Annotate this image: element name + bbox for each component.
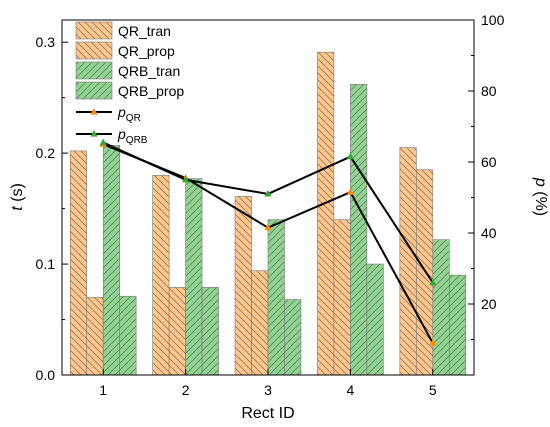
- left-tick-label: 0.2: [36, 145, 56, 161]
- x-tick-label: 5: [429, 382, 437, 398]
- marker-pQRB-1: [99, 138, 107, 146]
- legend-swatch-hatch-QR_prop: [75, 41, 113, 60]
- left-axis-label: t (s): [9, 183, 26, 211]
- right-axis-label: p (%): [532, 177, 549, 216]
- marker-pQRB-2: [182, 175, 190, 183]
- bar-hatch-QRB_tran-3: [267, 219, 285, 376]
- marker-pQRB-4: [346, 152, 354, 160]
- bars-group: [69, 51, 467, 376]
- right-tick-label: 60: [481, 154, 497, 170]
- right-tick-label: 80: [481, 83, 497, 99]
- left-tick-label: 0.0: [36, 367, 56, 383]
- legend-marker-pQR: [90, 108, 98, 115]
- bar-hatch-QRB_tran-5: [432, 239, 450, 376]
- left-axis-label-var: t: [9, 206, 26, 211]
- legend-swatch-hatch-QRB_prop: [75, 81, 113, 100]
- right-tick-label: 100: [481, 12, 505, 28]
- x-tick-label: 3: [264, 382, 272, 398]
- legend-label-sub: QRB: [126, 135, 148, 146]
- legend-swatch-hatch-QRB_tran: [75, 61, 113, 80]
- bar-hatch-QR_prop-3: [251, 270, 269, 376]
- legend-marker-pQRB: [90, 130, 98, 137]
- left-tick-label: 0.3: [36, 34, 56, 50]
- right-tick-label: 40: [481, 225, 497, 241]
- legend-label-var: p: [117, 126, 126, 142]
- legend-label-var: p: [117, 104, 126, 120]
- bar-hatch-QRB_tran-1: [102, 145, 120, 376]
- legend-label-sub: QR: [126, 113, 141, 124]
- legend-label-pQRB: pQRB: [117, 126, 148, 146]
- x-axis-label: Rect ID: [241, 405, 294, 422]
- bar-hatch-QR_prop-2: [168, 287, 186, 376]
- marker-pQR-4: [346, 188, 354, 195]
- legend-label-pQR: pQR: [117, 104, 141, 124]
- bar-hatch-QRB_prop-3: [284, 299, 302, 376]
- x-axis: 1 2 3 4 5: [99, 369, 437, 398]
- lines-group: [99, 138, 437, 346]
- x-tick-label: 4: [347, 382, 355, 398]
- left-axis: 0.0 0.1 0.2 0.3: [36, 34, 68, 383]
- bar-hatch-QR_prop-1: [86, 297, 104, 376]
- legend-label-QR_prop: QR_prop: [118, 43, 175, 59]
- right-tick-label: 20: [481, 296, 497, 312]
- bar-hatch-QRB_tran-2: [185, 178, 203, 376]
- bar-hatch-QRB_prop-1: [119, 295, 137, 376]
- bar-hatch-QRB_prop-4: [366, 263, 384, 376]
- bar-hatch-QR_tran-5: [399, 147, 417, 376]
- legend-swatch-hatch-QR_tran: [75, 21, 113, 40]
- bar-hatch-QR_tran-4: [317, 51, 335, 376]
- marker-pQRB-3: [264, 189, 272, 197]
- right-axis-label-unit: (%): [532, 187, 549, 216]
- bar-hatch-QRB_prop-2: [201, 287, 219, 376]
- bar-hatch-QR_tran-3: [234, 196, 252, 376]
- bar-hatch-QR_prop-4: [333, 219, 351, 376]
- right-axis-label-var: p: [532, 177, 549, 187]
- bar-hatch-QRB_prop-5: [448, 274, 467, 376]
- legend-label-QRB_prop: QRB_prop: [118, 83, 184, 99]
- bar-hatch-QRB_tran-4: [350, 84, 368, 376]
- bar-hatch-QR_tran-2: [152, 175, 170, 376]
- x-tick-label: 1: [99, 382, 107, 398]
- x-tick-label: 2: [182, 382, 190, 398]
- legend-label-QR_tran: QR_tran: [118, 23, 171, 39]
- marker-pQRB-5: [429, 278, 437, 286]
- legend-label-QRB_tran: QRB_tran: [118, 63, 180, 79]
- left-axis-label-unit: (s): [9, 183, 26, 206]
- right-axis: 20 40 60 80 100: [468, 12, 505, 340]
- bar-hatch-QR_tran-1: [69, 150, 88, 376]
- marker-pQR-3: [264, 223, 272, 231]
- marker-pQR-5: [429, 339, 437, 346]
- left-tick-label: 0.1: [36, 256, 56, 272]
